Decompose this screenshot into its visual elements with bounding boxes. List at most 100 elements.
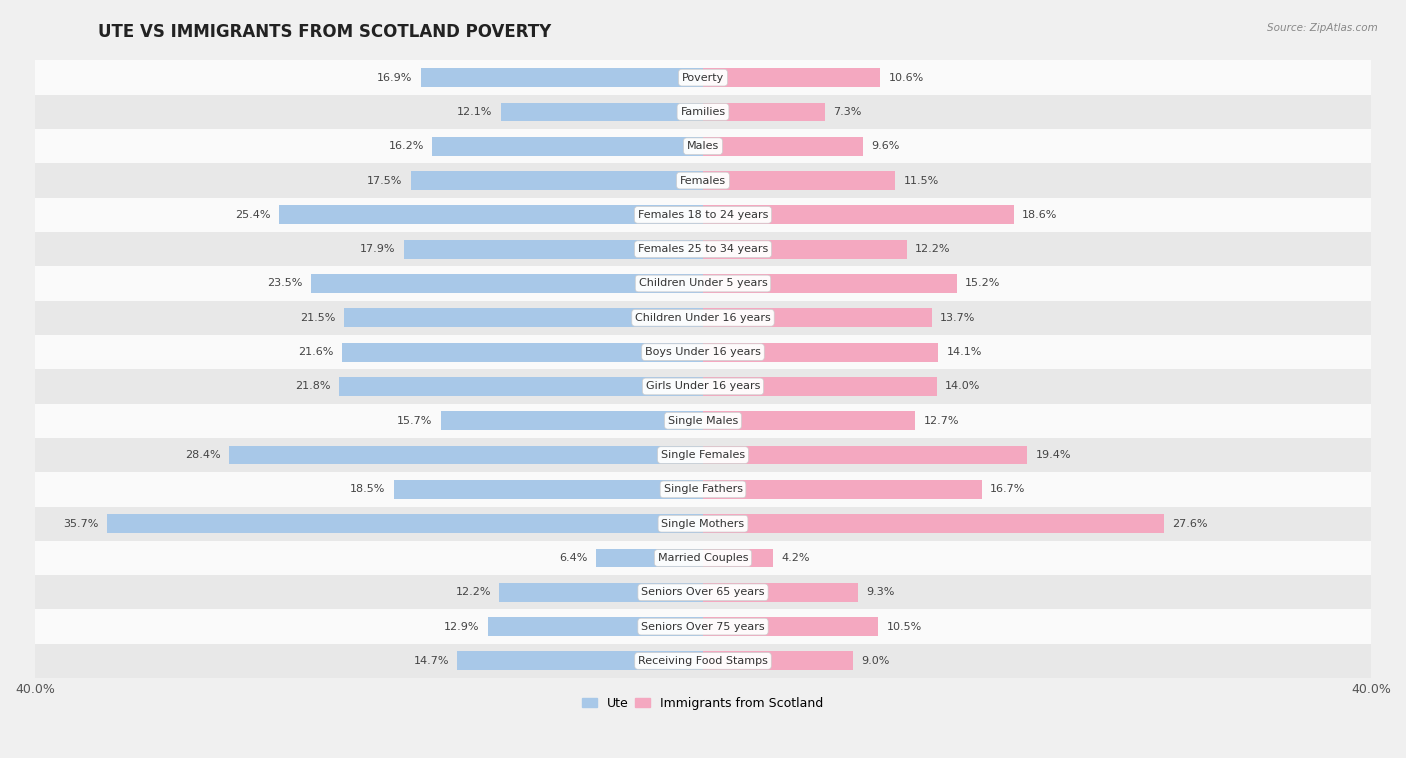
- Bar: [35, 61, 1371, 95]
- Text: 28.4%: 28.4%: [184, 450, 221, 460]
- Text: Families: Families: [681, 107, 725, 117]
- Bar: [394, 480, 703, 499]
- Bar: [441, 412, 703, 431]
- Bar: [35, 540, 1371, 575]
- Bar: [596, 549, 703, 568]
- Text: 16.9%: 16.9%: [377, 73, 412, 83]
- Bar: [278, 205, 703, 224]
- Text: Girls Under 16 years: Girls Under 16 years: [645, 381, 761, 391]
- Text: 25.4%: 25.4%: [235, 210, 270, 220]
- Text: 14.7%: 14.7%: [413, 656, 449, 666]
- Text: 21.6%: 21.6%: [298, 347, 333, 357]
- Bar: [703, 309, 932, 327]
- Text: Single Fathers: Single Fathers: [664, 484, 742, 494]
- Text: 18.6%: 18.6%: [1022, 210, 1057, 220]
- Bar: [703, 583, 858, 602]
- Text: 4.2%: 4.2%: [782, 553, 810, 563]
- Bar: [35, 369, 1371, 403]
- Text: Boys Under 16 years: Boys Under 16 years: [645, 347, 761, 357]
- Text: 12.1%: 12.1%: [457, 107, 492, 117]
- Bar: [703, 343, 938, 362]
- Bar: [703, 480, 981, 499]
- Bar: [501, 102, 703, 121]
- Text: Seniors Over 65 years: Seniors Over 65 years: [641, 587, 765, 597]
- Bar: [342, 343, 703, 362]
- Bar: [404, 240, 703, 258]
- Bar: [703, 377, 936, 396]
- Text: 12.2%: 12.2%: [915, 244, 950, 254]
- Bar: [703, 274, 957, 293]
- Text: 21.8%: 21.8%: [295, 381, 330, 391]
- Text: Females 25 to 34 years: Females 25 to 34 years: [638, 244, 768, 254]
- Bar: [703, 549, 773, 568]
- Bar: [703, 617, 879, 636]
- Bar: [703, 651, 853, 670]
- Bar: [229, 446, 703, 465]
- Text: 11.5%: 11.5%: [904, 176, 939, 186]
- Text: 17.5%: 17.5%: [367, 176, 402, 186]
- Bar: [35, 438, 1371, 472]
- Text: 9.0%: 9.0%: [862, 656, 890, 666]
- Bar: [311, 274, 703, 293]
- Text: 14.1%: 14.1%: [946, 347, 983, 357]
- Text: 27.6%: 27.6%: [1173, 518, 1208, 528]
- Bar: [35, 609, 1371, 644]
- Text: Children Under 5 years: Children Under 5 years: [638, 278, 768, 289]
- Bar: [703, 514, 1164, 533]
- Bar: [35, 472, 1371, 506]
- Bar: [457, 651, 703, 670]
- Text: Females: Females: [681, 176, 725, 186]
- Text: 10.5%: 10.5%: [887, 622, 922, 631]
- Text: 16.7%: 16.7%: [990, 484, 1025, 494]
- Bar: [411, 171, 703, 190]
- Text: Females 18 to 24 years: Females 18 to 24 years: [638, 210, 768, 220]
- Bar: [35, 232, 1371, 266]
- Bar: [420, 68, 703, 87]
- Text: 12.9%: 12.9%: [444, 622, 479, 631]
- Bar: [35, 129, 1371, 164]
- Legend: Ute, Immigrants from Scotland: Ute, Immigrants from Scotland: [578, 692, 828, 715]
- Text: 23.5%: 23.5%: [267, 278, 302, 289]
- Bar: [339, 377, 703, 396]
- Text: 13.7%: 13.7%: [941, 313, 976, 323]
- Text: Single Females: Single Females: [661, 450, 745, 460]
- Bar: [35, 644, 1371, 678]
- Text: Receiving Food Stamps: Receiving Food Stamps: [638, 656, 768, 666]
- Text: 17.9%: 17.9%: [360, 244, 395, 254]
- Bar: [499, 583, 703, 602]
- Bar: [35, 301, 1371, 335]
- Bar: [344, 309, 703, 327]
- Bar: [488, 617, 703, 636]
- Bar: [703, 446, 1026, 465]
- Text: 12.2%: 12.2%: [456, 587, 491, 597]
- Text: 10.6%: 10.6%: [889, 73, 924, 83]
- Bar: [703, 102, 825, 121]
- Text: 18.5%: 18.5%: [350, 484, 385, 494]
- Text: UTE VS IMMIGRANTS FROM SCOTLAND POVERTY: UTE VS IMMIGRANTS FROM SCOTLAND POVERTY: [98, 23, 551, 41]
- Bar: [703, 137, 863, 155]
- Bar: [703, 205, 1014, 224]
- Bar: [35, 575, 1371, 609]
- Bar: [703, 412, 915, 431]
- Text: 12.7%: 12.7%: [924, 415, 959, 426]
- Text: Single Males: Single Males: [668, 415, 738, 426]
- Text: Seniors Over 75 years: Seniors Over 75 years: [641, 622, 765, 631]
- Bar: [703, 171, 896, 190]
- Text: 9.3%: 9.3%: [866, 587, 896, 597]
- Bar: [35, 198, 1371, 232]
- Bar: [107, 514, 703, 533]
- Text: 21.5%: 21.5%: [301, 313, 336, 323]
- Text: Children Under 16 years: Children Under 16 years: [636, 313, 770, 323]
- Text: 7.3%: 7.3%: [834, 107, 862, 117]
- Text: Poverty: Poverty: [682, 73, 724, 83]
- Text: Married Couples: Married Couples: [658, 553, 748, 563]
- Bar: [433, 137, 703, 155]
- Bar: [35, 506, 1371, 540]
- Text: 9.6%: 9.6%: [872, 141, 900, 152]
- Bar: [35, 335, 1371, 369]
- Text: 6.4%: 6.4%: [560, 553, 588, 563]
- Text: 19.4%: 19.4%: [1035, 450, 1071, 460]
- Bar: [35, 403, 1371, 438]
- Text: Males: Males: [688, 141, 718, 152]
- Text: Source: ZipAtlas.com: Source: ZipAtlas.com: [1267, 23, 1378, 33]
